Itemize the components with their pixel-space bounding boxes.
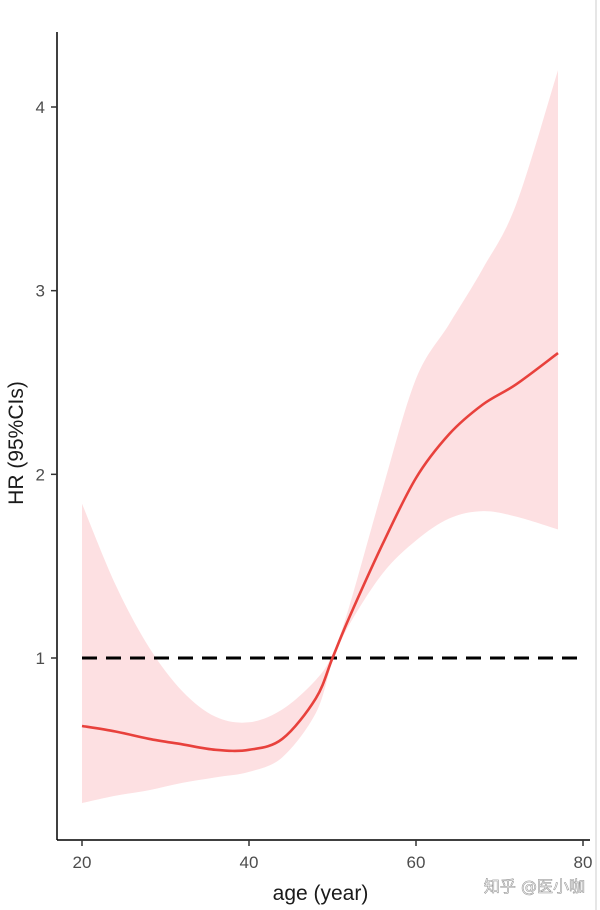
y-tick-label: 2: [36, 465, 45, 484]
y-axis-title: HR (95%CIs): [5, 381, 28, 505]
confidence-band: [82, 70, 558, 804]
x-tick-label: 20: [73, 853, 92, 872]
x-tick-label: 80: [574, 853, 593, 872]
y-tick-label: 3: [36, 282, 45, 301]
x-tick-label: 60: [407, 853, 426, 872]
hr-curve: [81, 352, 559, 753]
x-axis-title: age (year): [273, 882, 369, 905]
axes: 20 40 60 80 1 2 3 4: [36, 32, 593, 872]
plot-area: [81, 70, 580, 804]
y-tick-label: 4: [36, 98, 45, 117]
watermark-text: 知乎 @医小咖: [484, 877, 585, 896]
x-tick-label: 40: [240, 853, 259, 872]
y-tick-label: 1: [36, 649, 45, 668]
